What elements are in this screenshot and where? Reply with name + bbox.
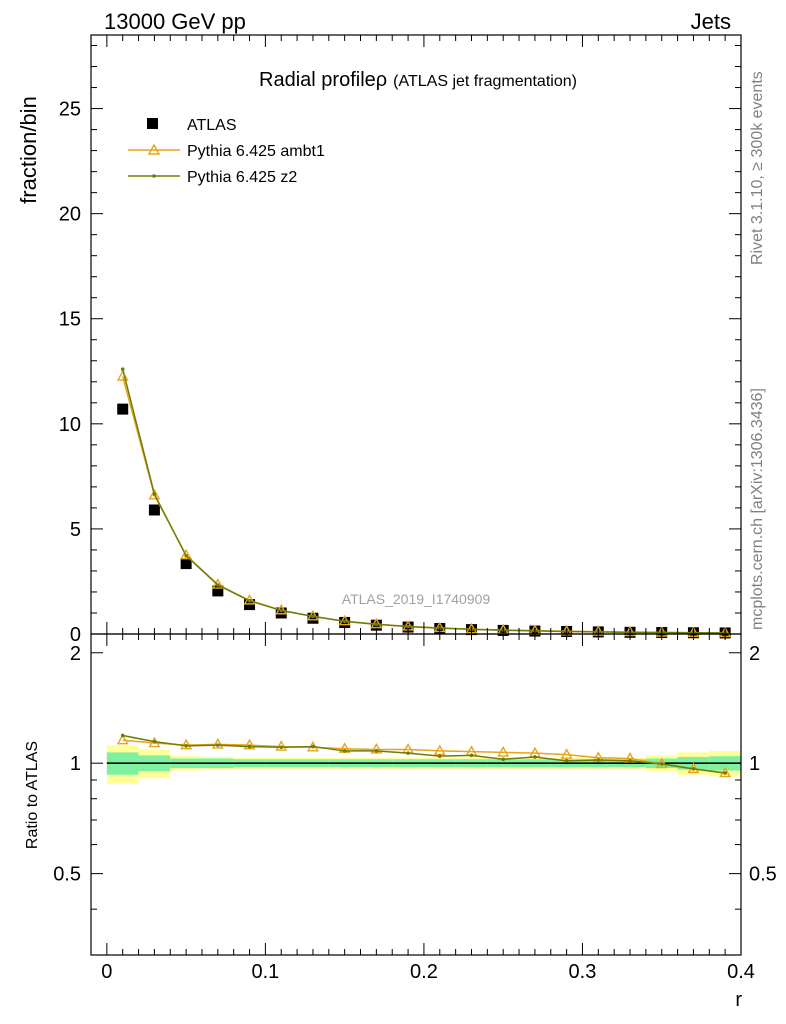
legend-atlas-label: ATLAS bbox=[187, 117, 237, 134]
z2-data-point bbox=[216, 583, 220, 587]
legend-entry-ambt1: Pythia 6.425 ambt1 bbox=[128, 143, 325, 160]
ratio-z2-point bbox=[247, 744, 252, 749]
z2-data-point bbox=[374, 622, 379, 627]
analysis-label: ATLAS_2019_I1740909 bbox=[342, 591, 491, 607]
title-symbol: ρ bbox=[376, 69, 387, 91]
ratio-z2-point bbox=[628, 759, 632, 763]
svg-text:Radial profileρ(ATLAS jet frag: Radial profileρ (ATLAS jet fragmentation) bbox=[259, 69, 577, 91]
atlas-data-point bbox=[180, 558, 192, 570]
ratio-y-tick-label: 1 bbox=[70, 753, 81, 775]
main-y-tick-label: 25 bbox=[59, 99, 81, 121]
ratio-z2-point bbox=[533, 755, 537, 759]
ratio-z2-point bbox=[564, 759, 569, 763]
ratio-z2-point bbox=[216, 743, 220, 747]
ratio-ambt1-point bbox=[116, 733, 129, 745]
z2-data-point bbox=[311, 614, 315, 619]
main-ylabel: fraction/bin bbox=[16, 96, 41, 204]
x-tick-label: 0 bbox=[101, 961, 112, 983]
ratio-z2-point bbox=[501, 757, 505, 762]
title-main: Radial profile bbox=[259, 69, 376, 91]
ratio-z2-point bbox=[152, 739, 157, 744]
ratio-y-tick-label-right: 1 bbox=[749, 753, 760, 775]
legend-z2-label: Pythia 6.425 z2 bbox=[187, 169, 297, 186]
x-tick-label: 0.1 bbox=[251, 961, 279, 983]
ambt1-data-point bbox=[148, 488, 161, 500]
legend-ambt1-label: Pythia 6.425 ambt1 bbox=[187, 143, 325, 160]
ratio-z2-point bbox=[437, 754, 442, 758]
main-y-tick-label: 15 bbox=[59, 309, 81, 331]
atlas-data-point bbox=[212, 585, 224, 597]
ratio-ambt1-point bbox=[180, 738, 193, 750]
ratio-ambt1-point bbox=[497, 745, 510, 757]
legend-atlas-marker bbox=[147, 118, 158, 129]
x-tick-label: 0.2 bbox=[410, 961, 438, 983]
ratio-z2-point bbox=[184, 744, 188, 748]
z2-data-point bbox=[342, 619, 347, 624]
z2-data-point bbox=[279, 608, 284, 613]
ratio-y-tick-label: 2 bbox=[70, 643, 81, 665]
mcplots-label: mcplots.cern.ch [arXiv:1306.3436] bbox=[749, 388, 766, 630]
z2-data-point bbox=[406, 624, 410, 629]
ratio-line-z2 bbox=[122, 734, 726, 774]
x-tick-label: 0.4 bbox=[727, 961, 755, 983]
ratio-ambt1-point bbox=[560, 748, 573, 759]
z2-data-point bbox=[120, 367, 125, 371]
title-note: (ATLAS jet fragmentation) bbox=[393, 73, 577, 90]
atlas-data-point bbox=[244, 599, 256, 611]
chart-title: Radial profileρ (ATLAS jet fragmentation) bbox=[259, 69, 577, 91]
atlas-data-point bbox=[307, 612, 319, 624]
ratio-ambt1-point bbox=[275, 740, 288, 751]
ratio-z2-point bbox=[406, 751, 410, 755]
ratio-z2-point bbox=[659, 762, 664, 766]
atlas-data-point bbox=[148, 504, 160, 516]
ratio-ylabel: Ratio to ATLAS bbox=[24, 741, 41, 849]
ratio-y-tick-label: 0.5 bbox=[53, 864, 81, 886]
x-tick-label: 0.3 bbox=[569, 961, 597, 983]
main-y-tick-label: 20 bbox=[59, 204, 81, 226]
ratio-ambt1-point bbox=[211, 737, 224, 749]
ratio-z2-point bbox=[342, 749, 347, 753]
legend: ATLAS Pythia 6.425 ambt1 Pythia 6.425 z2 bbox=[128, 117, 325, 186]
ratio-y-tick-label-right: 0.5 bbox=[749, 864, 777, 886]
header-left-label: 13000 GeV pp bbox=[104, 9, 246, 34]
legend-entry-atlas: ATLAS bbox=[147, 117, 237, 134]
main-y-tick-label: 10 bbox=[59, 414, 81, 436]
main-y-tick-label: 5 bbox=[70, 519, 81, 541]
ratio-z2-point bbox=[596, 758, 601, 762]
ratio-z2-point bbox=[691, 767, 696, 771]
legend-ambt1-marker bbox=[147, 143, 161, 155]
z2-data-point bbox=[247, 598, 252, 603]
ratio-panel-frame bbox=[90, 633, 742, 956]
main-y-tick-label: 0 bbox=[70, 624, 81, 646]
atlas-data-point bbox=[275, 607, 287, 619]
ratio-z2-point bbox=[723, 771, 727, 775]
ratio-z2-point bbox=[279, 745, 284, 750]
ratio-z2-point bbox=[469, 753, 474, 758]
z2-data-point bbox=[184, 554, 188, 558]
rivet-label: Rivet 3.1.10, ≥ 300k events bbox=[749, 71, 766, 265]
ratio-xlabel: r bbox=[735, 989, 742, 1011]
legend-z2-marker bbox=[152, 174, 156, 178]
ratio-z2-point bbox=[374, 749, 379, 753]
ratio-y-tick-label-right: 2 bbox=[749, 643, 760, 665]
ratio-z2-point bbox=[120, 733, 125, 738]
ambt1-data-point bbox=[180, 548, 193, 560]
axes: 0 0.1 0.2 0.3 0.4 0 5 10 15 20 25 0.5 0.5 1 1 2 2 bbox=[53, 34, 777, 983]
ratio-plot-series bbox=[116, 733, 732, 778]
header-right-label: Jets bbox=[691, 9, 731, 34]
ratio-ambt1-point bbox=[243, 738, 256, 750]
ratio-z2-point bbox=[311, 744, 315, 749]
ratio-ambt1-point bbox=[370, 743, 383, 754]
z2-data-point bbox=[152, 492, 157, 497]
atlas-data-point bbox=[117, 403, 129, 415]
ratio-line-ambt1 bbox=[122, 739, 726, 774]
legend-entry-z2: Pythia 6.425 z2 bbox=[128, 169, 297, 186]
